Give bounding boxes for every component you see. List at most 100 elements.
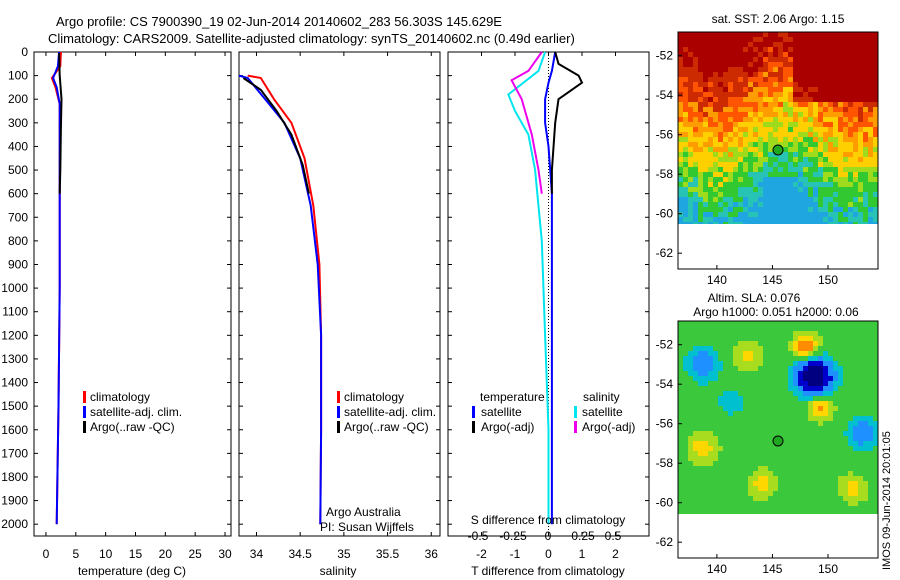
- salinity-series: [238, 74, 323, 525]
- legend-swatch-satellite: [83, 406, 86, 418]
- depth-tick-label: 1700: [1, 446, 28, 460]
- x-tick-label: 5: [72, 547, 79, 561]
- map-y-tick-label: -58: [656, 167, 674, 181]
- series-line-satellite: [544, 51, 557, 525]
- temperature-legend: climatology satellite-adj. clim. Argo(..…: [83, 390, 182, 434]
- depth-tick-label: 700: [8, 210, 28, 224]
- map-y-tick-label: -56: [656, 417, 674, 431]
- legend-swatch-argo: [83, 421, 86, 433]
- salinity-legend: climatology satellite-adj. clim. Argo(..…: [337, 390, 436, 434]
- series-line-satellite: [507, 51, 550, 525]
- x-tick-label: -2: [476, 547, 487, 561]
- x-tick-label: -1: [510, 547, 521, 561]
- difference-legend: temperature satellite Argo(-adj) salinit…: [472, 390, 635, 434]
- depth-tick-label: 400: [8, 139, 28, 153]
- depth-tick-label: 1100: [2, 305, 28, 319]
- difference-secondary-tick: -0.5: [468, 529, 489, 543]
- depth-tick-label: 1600: [1, 423, 28, 437]
- map-x-tick-label: 140: [707, 562, 727, 576]
- temperature-axes-frame: [33, 51, 232, 537]
- difference-secondary-axis-label: S difference from climatology: [471, 513, 626, 527]
- depth-tick-label: 600: [8, 187, 28, 201]
- legend-swatch-satellite-temperature: [472, 406, 475, 418]
- sla-argo-location-marker: [772, 435, 784, 447]
- map-x-tick-label: 145: [762, 562, 782, 576]
- series-line-argo-raw-qc-: [242, 77, 310, 194]
- float-owner-annotation: Argo Australia: [326, 505, 401, 519]
- sla-map-axes: 140 145 150 -52 -54 -56 -58 -60 -62: [656, 338, 839, 576]
- map-y-tick-label: -52: [656, 338, 674, 352]
- depth-tick-label: 1000: [1, 281, 28, 295]
- legend-swatch-climatology: [83, 391, 86, 403]
- difference-panel: -2 -1 0 1 2 S difference from climatology -0…: [447, 51, 650, 578]
- difference-secondary-tick: -0.25: [499, 529, 527, 543]
- depth-tick-label: 1400: [1, 376, 28, 390]
- x-tick-label: 20: [159, 547, 173, 561]
- x-tick-label: 0: [545, 547, 552, 561]
- map-y-tick-label: -54: [656, 88, 674, 102]
- difference-secondary-tick: 0.5: [605, 529, 622, 543]
- x-tick-label: 1: [579, 547, 586, 561]
- temperature-x-axis: 0 5 10 15 20 25 30: [43, 52, 232, 561]
- x-tick-label: 35: [337, 547, 351, 561]
- depth-tick-label: 1300: [1, 352, 28, 366]
- series-line-satellite-adj-clim-: [52, 51, 61, 525]
- x-tick-label: 0: [43, 547, 50, 561]
- salinity-x-axis: 34 34.5 35 35.5 36: [250, 52, 438, 561]
- map-x-tick-label: 150: [818, 562, 838, 576]
- x-tick-label: 36: [425, 547, 439, 561]
- map-y-tick-label: -60: [656, 496, 674, 510]
- legend-label-argo-temperature: Argo(-adj): [481, 420, 534, 434]
- map-y-tick-label: -60: [656, 207, 674, 221]
- series-line-climatology: [247, 74, 323, 525]
- legend-swatch-argo-salinity: [574, 421, 577, 433]
- temperature-axis-label: temperature (deg C): [78, 564, 186, 578]
- map-y-tick-label: -52: [656, 49, 674, 63]
- legend-heading-salinity: salinity: [583, 390, 620, 404]
- temperature-series: [50, 51, 63, 525]
- depth-tick-label: 200: [8, 92, 28, 106]
- map-y-tick-label: -62: [656, 246, 674, 260]
- pi-annotation: PI: Susan Wijffels: [320, 520, 414, 534]
- series-line-satellite-adj-clim-: [238, 74, 323, 525]
- map-x-tick-label: 150: [818, 273, 838, 287]
- sst-map-frame: [677, 31, 879, 270]
- legend-label-satellite-temperature: satellite: [481, 405, 522, 419]
- series-line-argo-raw-qc-: [58, 53, 63, 194]
- x-tick-label: 34: [250, 547, 264, 561]
- legend-label-satellite: satellite-adj. clim.: [90, 405, 182, 419]
- depth-tick-label: 100: [8, 69, 28, 83]
- x-tick-label: 25: [189, 547, 203, 561]
- x-tick-label: 35.5: [376, 547, 400, 561]
- legend-swatch-satellite-salinity: [574, 406, 577, 418]
- depth-tick-label: 300: [8, 116, 28, 130]
- series-line-argo-adj-: [510, 51, 543, 194]
- temperature-panel: 0100200300400500600700800900100011001200…: [1, 45, 232, 578]
- sst-heatmap: [678, 32, 878, 224]
- x-tick-label: 34.5: [288, 547, 312, 561]
- difference-secondary-tick: 0.25: [571, 529, 595, 543]
- depth-tick-label: 1200: [1, 328, 28, 342]
- salinity-panel: 34 34.5 35 35.5 36 salinity climatology sate…: [238, 51, 441, 578]
- difference-axis-label: T difference from climatology: [471, 564, 625, 578]
- depth-tick-label: 2000: [1, 517, 28, 531]
- legend-label-satellite: satellite-adj. clim.: [344, 405, 436, 419]
- salinity-depth-ticks: [239, 51, 440, 525]
- map-y-tick-label: -58: [656, 456, 674, 470]
- salinity-axis-label: salinity: [320, 564, 357, 578]
- legend-label-satellite-salinity: satellite: [582, 405, 623, 419]
- depth-tick-label: 1800: [1, 470, 28, 484]
- sst-map-axes: 140 145 150 -52 -54 -56 -58 -60 -62: [656, 49, 839, 287]
- depth-tick-label: 500: [8, 163, 28, 177]
- legend-swatch-climatology: [337, 391, 340, 403]
- sla-map-title: Altim. SLA: 0.076: [708, 291, 801, 305]
- legend-heading-temperature: temperature: [480, 390, 545, 404]
- imos-timestamp: IMOS 09-Jun-2014 20:01:05: [881, 431, 893, 570]
- title-line-2: Climatology: CARS2009. Satellite-adjuste…: [48, 31, 575, 46]
- x-tick-label: 15: [129, 547, 143, 561]
- depth-tick-label: 1900: [1, 494, 28, 508]
- legend-label-argo-salinity: Argo(-adj): [582, 420, 635, 434]
- sla-map-frame: [677, 320, 879, 559]
- legend-label-climatology: climatology: [90, 390, 150, 404]
- map-y-tick-label: -62: [656, 535, 674, 549]
